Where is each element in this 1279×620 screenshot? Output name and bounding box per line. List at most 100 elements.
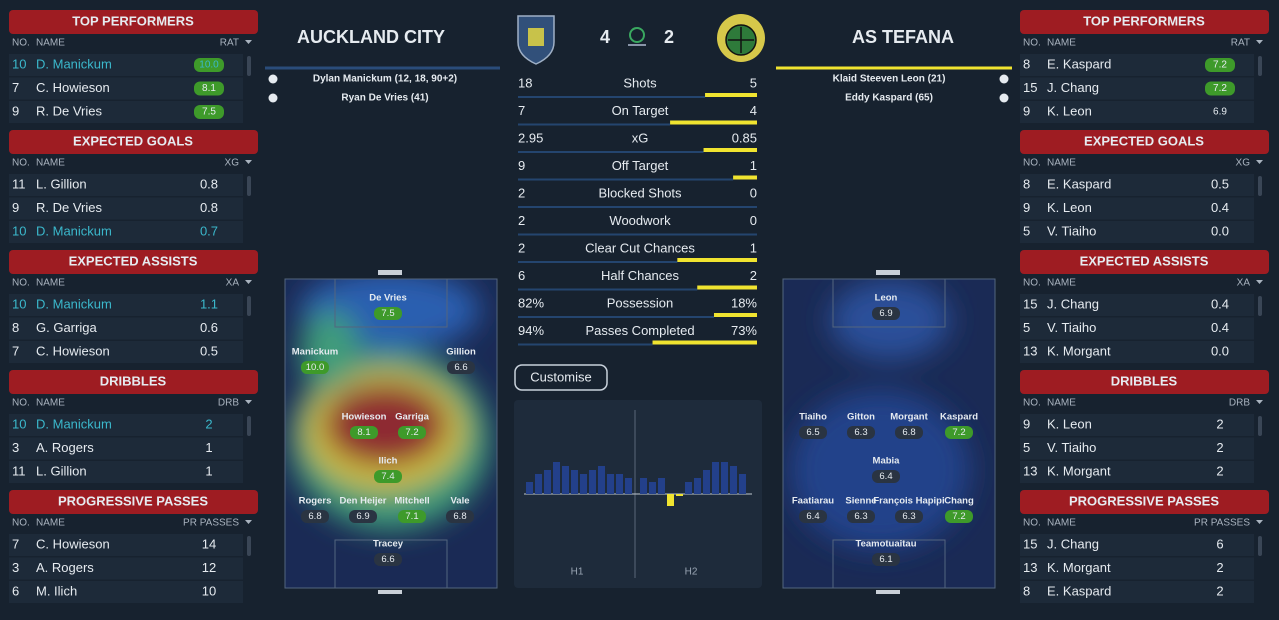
momentum-bar xyxy=(721,462,728,494)
home-bar xyxy=(518,261,678,263)
stat-value: 1.1 xyxy=(200,296,218,311)
player-number: 8 xyxy=(1023,56,1030,71)
rating-badge xyxy=(1205,58,1235,72)
stat-value: 12 xyxy=(202,560,216,575)
goals xyxy=(378,270,900,594)
ball-icon xyxy=(999,74,1009,84)
player-number: 11 xyxy=(12,463,26,478)
away-bar xyxy=(670,120,757,125)
player-name: E. Kaspard xyxy=(1047,583,1111,598)
panel-header xyxy=(1020,250,1269,274)
player-number: 5 xyxy=(1023,320,1030,335)
player-name: V. Tiaiho xyxy=(1047,223,1096,238)
momentum-bar xyxy=(598,466,605,494)
stat-label: Passes Completed xyxy=(585,323,694,338)
rating-pill xyxy=(447,361,475,374)
player-name: M. Ilich xyxy=(36,583,77,598)
player-rating: 6.6 xyxy=(454,362,467,373)
player-number: 8 xyxy=(1023,176,1030,191)
stat-value: 0.4 xyxy=(1211,200,1229,215)
stat-value: 1 xyxy=(205,463,212,478)
column-header: NO. xyxy=(1023,278,1041,289)
away-score: 2 xyxy=(664,27,674,47)
row-bg xyxy=(1020,197,1254,220)
stat-value: 2 xyxy=(1216,560,1223,575)
rating-pill xyxy=(895,426,923,439)
sort-arrow xyxy=(245,160,252,164)
sort-arrow xyxy=(1256,520,1263,524)
panel-title: DRIBBLES xyxy=(100,373,167,388)
player-name: R. De Vries xyxy=(36,103,102,118)
player-name: K. Morgant xyxy=(1047,343,1111,358)
pitch-lines xyxy=(284,278,996,589)
row-bg xyxy=(9,581,243,603)
column-header: NO. xyxy=(1023,158,1041,169)
stat-label: Possession xyxy=(607,295,673,310)
row-bg xyxy=(9,174,243,196)
player-name: C. Howieson xyxy=(36,80,110,95)
player-label: Mitchell xyxy=(394,496,429,507)
player-rating: 8.1 xyxy=(357,427,370,438)
home-crest xyxy=(517,15,555,65)
away-stat: 5 xyxy=(750,75,757,90)
momentum-bar xyxy=(730,466,737,494)
home-heatmap xyxy=(285,279,497,588)
player-rating: 7.2 xyxy=(952,511,965,522)
panel-title: PROGRESSIVE PASSES xyxy=(58,493,208,508)
customise-label[interactable]: Customise xyxy=(530,369,591,384)
row-bg xyxy=(1020,221,1254,243)
panel-title: EXPECTED GOALS xyxy=(1084,133,1204,148)
row-bg xyxy=(9,101,243,123)
column-header: PR PASSES xyxy=(1194,518,1250,529)
stat-value: 0.5 xyxy=(200,343,218,358)
half-label: H2 xyxy=(685,567,698,578)
column-header: NAME xyxy=(36,38,65,49)
player-number: 3 xyxy=(12,440,19,455)
player-name: J. Chang xyxy=(1047,536,1099,551)
player-rating: 6.9 xyxy=(879,308,892,319)
home-score: 4 xyxy=(600,27,610,47)
panel-header xyxy=(1020,10,1269,34)
away-stat: 0 xyxy=(750,185,757,200)
player-number: 13 xyxy=(1023,463,1037,478)
away-team-name: AS TEFANA xyxy=(852,27,954,47)
away-stat: 73% xyxy=(731,323,757,338)
stat-value: 0.5 xyxy=(1211,176,1229,191)
player-rating: 6.3 xyxy=(902,511,915,522)
row-bg xyxy=(1020,437,1254,460)
stat-value: 6 xyxy=(1216,536,1223,551)
player-number: 8 xyxy=(1023,583,1030,598)
player-number: 13 xyxy=(1023,343,1037,358)
sort-arrow xyxy=(245,520,252,524)
goal-scorer: Ryan De Vries (41) xyxy=(341,93,428,104)
away-stat: 1 xyxy=(750,158,757,173)
player-name: L. Gillion xyxy=(36,176,87,191)
player-number: 5 xyxy=(1023,223,1030,238)
stat-value: 1 xyxy=(205,440,212,455)
momentum-bar xyxy=(589,470,596,494)
player-number: 7 xyxy=(12,80,19,95)
row-bg xyxy=(1020,101,1254,123)
ball-icon xyxy=(268,74,278,84)
stat-label: xG xyxy=(632,130,649,145)
player-name: G. Garriga xyxy=(36,320,97,335)
player-label: Tiaiho xyxy=(799,412,827,423)
panel-title: TOP PERFORMERS xyxy=(72,13,194,28)
rating-pill xyxy=(799,510,827,523)
column-header: NAME xyxy=(1047,38,1076,49)
half-label: H1 xyxy=(571,567,584,578)
player-number: 7 xyxy=(12,536,19,551)
away-stat: 18% xyxy=(731,295,757,310)
away-bar xyxy=(697,285,757,290)
sort-arrow xyxy=(245,40,252,44)
customise-button[interactable] xyxy=(514,364,608,391)
momentum-bar xyxy=(553,462,560,494)
stat-value: 0.7 xyxy=(200,223,218,238)
player-label: Chang xyxy=(944,496,974,507)
sort-arrow xyxy=(1256,160,1263,164)
player-name: E. Kaspard xyxy=(1047,176,1111,191)
player-label: Garriga xyxy=(395,412,430,423)
column-header: NAME xyxy=(1047,278,1076,289)
ball-icon xyxy=(999,93,1009,103)
player-rating: 6.8 xyxy=(902,427,915,438)
